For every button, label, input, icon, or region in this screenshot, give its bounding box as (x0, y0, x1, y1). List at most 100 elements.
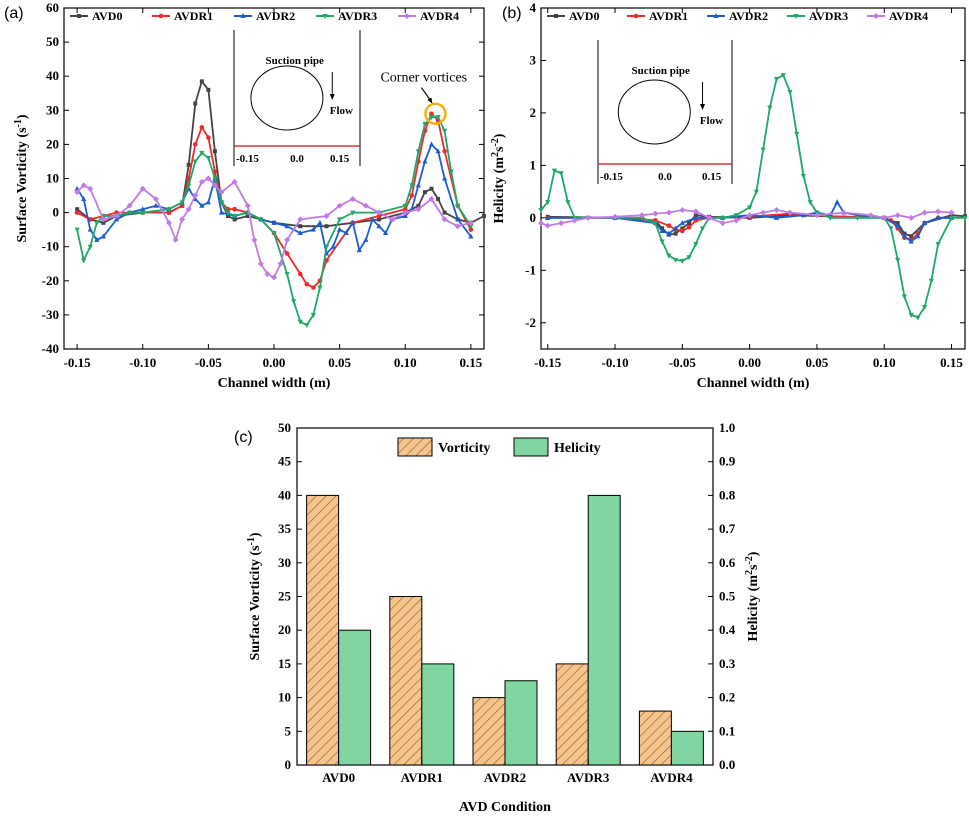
data-point (172, 236, 179, 243)
data-point (185, 206, 192, 213)
data-point (376, 209, 382, 216)
data-point (297, 271, 303, 277)
data-point (901, 233, 908, 239)
data-point (284, 236, 291, 243)
data-point (468, 233, 474, 239)
y-tick-label-right: 0.6 (719, 555, 736, 570)
y-tick-label-right: 1.0 (719, 420, 735, 435)
series-line (76, 142, 472, 256)
panel-label: (c) (234, 429, 253, 446)
x-axis-label: Channel width (m) (697, 376, 810, 391)
plot-frame (540, 7, 966, 350)
data-point (74, 227, 80, 233)
data-point (448, 169, 454, 175)
data-point (666, 223, 672, 229)
data-point (218, 200, 225, 206)
data-point (356, 247, 362, 253)
data-point (232, 214, 238, 220)
data-point (921, 209, 928, 216)
legend-label: AVD0 (92, 9, 122, 23)
data-point (376, 223, 382, 229)
y-tick-label-left: 15 (278, 656, 292, 671)
data-point (257, 260, 264, 267)
data-point (948, 215, 955, 221)
data-point (665, 209, 672, 216)
data-point (75, 207, 80, 212)
legend-label: AVD0 (569, 9, 599, 23)
data-point (205, 175, 212, 182)
data-point (153, 202, 159, 208)
data-point (206, 135, 211, 140)
data-point (74, 189, 81, 196)
series-line (76, 177, 472, 279)
data-point (442, 175, 448, 181)
data-point (455, 203, 461, 209)
x-tick-label: AVDR4 (650, 770, 693, 785)
chart-b: -2 -1 0 1 2 3 4 -0.15 -0.10 -0.05 0.00 0.05 0.10 0.15… (490, 0, 968, 391)
inset-tick: 0.0 (658, 171, 672, 183)
legend-marker (240, 13, 246, 18)
data-point (679, 220, 685, 226)
y-tick-label: -20 (42, 273, 59, 288)
data-point (800, 173, 807, 179)
data-point (317, 219, 323, 225)
data-point (205, 199, 211, 205)
data-point (415, 182, 421, 188)
data-point (343, 230, 349, 236)
data-point (429, 186, 434, 191)
data-point (186, 183, 192, 189)
inset-tick: 0.15 (702, 171, 722, 183)
data-point (277, 260, 284, 267)
bar-vorticity (389, 596, 423, 766)
y-tick-label: 60 (46, 0, 59, 15)
data-point (441, 216, 448, 223)
x-tick-label: 0.15 (460, 355, 483, 370)
legend-swatch-vorticity (397, 437, 433, 457)
inset-title: Suction pipe (266, 55, 324, 67)
data-point (468, 224, 474, 230)
panel-label: (a) (4, 5, 24, 22)
x-tick-label: 0.15 (940, 355, 963, 370)
data-point (199, 202, 205, 208)
bar-helicity (504, 680, 538, 766)
data-point (166, 219, 172, 226)
data-point (298, 224, 303, 229)
y-axis-label-left: Surface Vorticity (s-1) (246, 532, 263, 660)
data-point (179, 200, 185, 206)
data-point (962, 215, 968, 221)
y-tick-label-right: 0.3 (719, 656, 736, 671)
data-point (377, 217, 381, 222)
data-point (80, 182, 87, 189)
data-point (673, 231, 678, 236)
y-tick-label: 20 (46, 136, 59, 151)
data-point (773, 214, 780, 220)
x-tick-label: 0.05 (328, 355, 351, 370)
data-point (854, 215, 860, 221)
y-tick-label: -30 (42, 307, 59, 322)
data-point (720, 215, 726, 221)
data-point (152, 195, 159, 202)
data-point (881, 214, 888, 221)
data-point (915, 233, 921, 239)
data-point (245, 214, 250, 219)
x-axis-label: Channel width (m) (218, 376, 331, 391)
data-point (544, 222, 551, 229)
data-point (244, 202, 251, 209)
data-point (733, 217, 740, 224)
data-point (363, 236, 369, 242)
data-point (226, 214, 231, 219)
y-tick-label-left: 20 (278, 622, 291, 637)
data-point (140, 210, 146, 216)
data-point (894, 212, 901, 219)
y-tick-label: -1 (525, 262, 536, 277)
data-point (297, 319, 303, 325)
data-point (402, 209, 409, 216)
data-point (113, 213, 120, 220)
legend-label: AVDR1 (174, 9, 213, 23)
y-tick-label: 3 (530, 52, 537, 67)
bar-vorticity (555, 663, 589, 766)
data-point (402, 206, 408, 212)
data-point (909, 234, 914, 239)
annotation-arrow-head-icon (427, 97, 433, 104)
